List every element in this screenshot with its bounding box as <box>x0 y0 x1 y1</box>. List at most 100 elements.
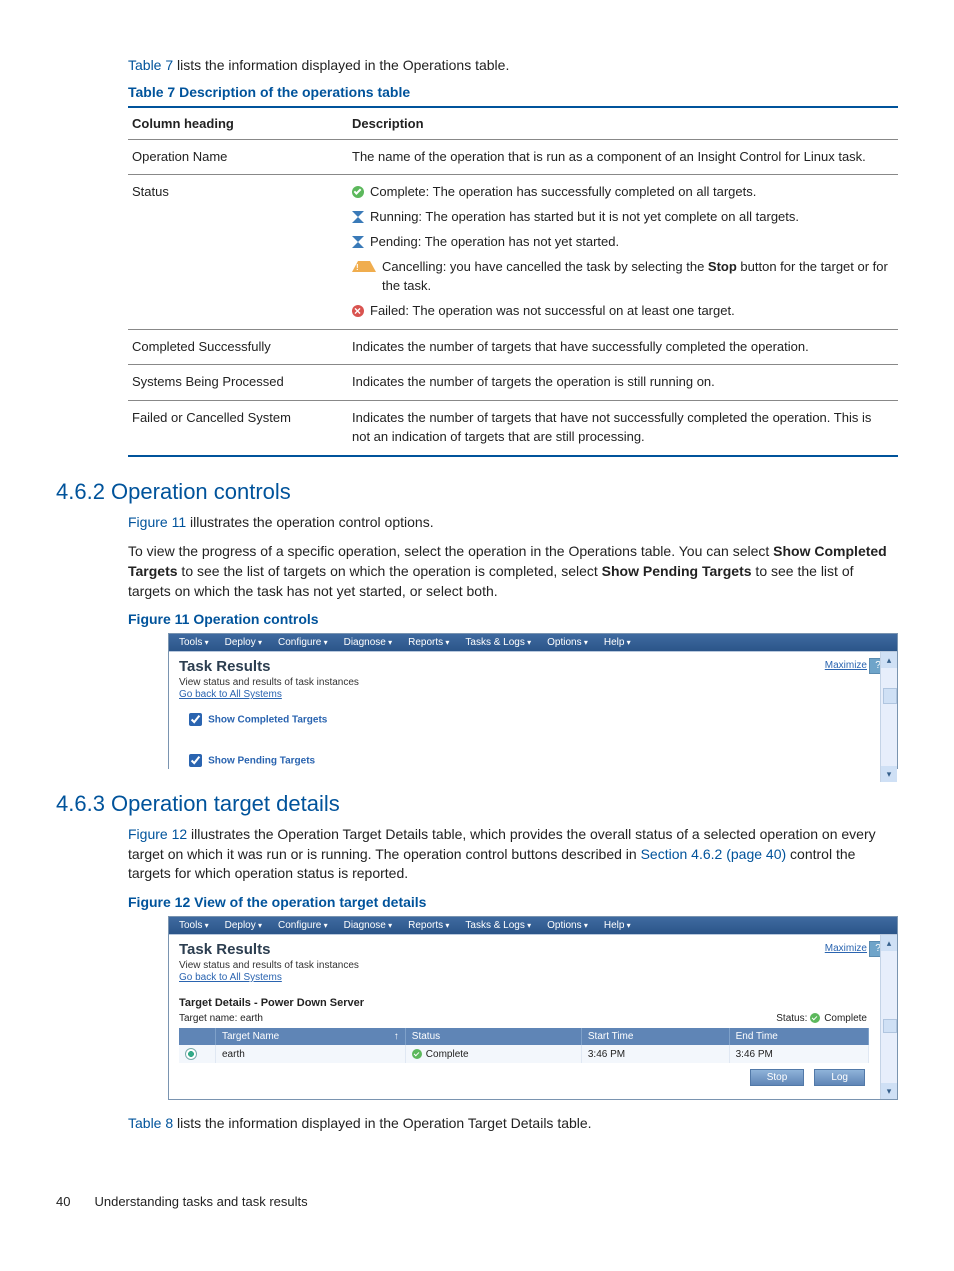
figure11-ref-link[interactable]: Figure 11 <box>128 514 186 530</box>
figure12-caption: Figure 12 View of the operation target d… <box>128 894 898 910</box>
menu-options[interactable]: Options <box>547 920 588 931</box>
menu-configure[interactable]: Configure <box>278 920 328 931</box>
section-463-heading: 4.6.3 Operation target details <box>56 791 898 817</box>
cell-desc: The name of the operation that is run as… <box>348 139 898 175</box>
table-row[interactable]: earth Complete 3:46 PM 3:46 PM <box>179 1045 869 1063</box>
table-row: Status Complete: The operation has succe… <box>128 175 898 329</box>
figure12-ref-link[interactable]: Figure 12 <box>128 826 187 842</box>
task-results-title: Task Results <box>179 941 887 958</box>
col-status[interactable]: Status <box>405 1028 581 1045</box>
page-footer: 40 Understanding tasks and task results <box>56 1194 898 1209</box>
menu-tools[interactable]: Tools <box>179 920 209 931</box>
scroll-down-icon[interactable]: ▾ <box>881 1083 897 1099</box>
menu-diagnose[interactable]: Diagnose <box>344 637 393 648</box>
table7-ref-link[interactable]: Table 7 <box>128 57 173 73</box>
intro-paragraph: Table 7 lists the information displayed … <box>56 56 898 76</box>
scroll-up-icon[interactable]: ▴ <box>881 652 897 668</box>
page-number: 40 <box>56 1194 70 1209</box>
go-back-link[interactable]: Go back to All Systems <box>179 689 282 700</box>
table-row: Systems Being Processed Indicates the nu… <box>128 365 898 401</box>
menu-diagnose[interactable]: Diagnose <box>344 920 393 931</box>
table-row: Completed Successfully Indicates the num… <box>128 329 898 365</box>
show-completed-label[interactable]: Show Completed Targets <box>208 715 327 726</box>
task-results-title: Task Results <box>179 658 887 675</box>
outro-paragraph: Table 8 lists the information displayed … <box>56 1114 898 1134</box>
menu-help[interactable]: Help <box>604 920 631 931</box>
menu-tasks-logs[interactable]: Tasks & Logs <box>465 920 531 931</box>
cell-desc: Indicates the number of targets that hav… <box>348 329 898 365</box>
menu-options[interactable]: Options <box>547 637 588 648</box>
figure11: Tools Deploy Configure Diagnose Reports … <box>168 633 898 769</box>
col-select[interactable] <box>179 1028 216 1045</box>
cell-start: 3:46 PM <box>581 1045 729 1063</box>
chapter-title: Understanding tasks and task results <box>94 1194 307 1209</box>
status-pending-text: Pending: The operation has not yet start… <box>370 233 619 252</box>
complete-icon <box>810 1013 820 1023</box>
status-complete-text: Complete: The operation has successfully… <box>370 183 756 202</box>
target-name-label: Target name: earth <box>179 1013 263 1024</box>
scrollbar[interactable]: ▴ ▾ <box>880 935 897 1099</box>
table7: Column heading Description Operation Nam… <box>128 106 898 457</box>
intro-text: lists the information displayed in the O… <box>173 57 509 73</box>
cell-status: Complete <box>405 1045 581 1063</box>
sec462-p2: To view the progress of a specific opera… <box>56 542 898 601</box>
table7-head-desc: Description <box>348 107 898 140</box>
figure11-caption: Figure 11 Operation controls <box>128 611 898 627</box>
menu-configure[interactable]: Configure <box>278 637 328 648</box>
scroll-thumb[interactable] <box>883 1019 897 1033</box>
status-summary: Status: Complete <box>776 1013 867 1024</box>
figure12-menubar: Tools Deploy Configure Diagnose Reports … <box>169 917 897 934</box>
menu-deploy[interactable]: Deploy <box>225 920 262 931</box>
scroll-thumb[interactable] <box>883 688 897 704</box>
cell-col: Status <box>128 175 348 329</box>
table8-ref-link[interactable]: Table 8 <box>128 1115 173 1131</box>
menu-reports[interactable]: Reports <box>408 920 449 931</box>
scrollbar[interactable]: ▴ ▾ <box>880 652 897 782</box>
table-row: Operation Name The name of the operation… <box>128 139 898 175</box>
table7-head-col: Column heading <box>128 107 348 140</box>
status-running-text: Running: The operation has started but i… <box>370 208 799 227</box>
menu-reports[interactable]: Reports <box>408 637 449 648</box>
show-pending-label[interactable]: Show Pending Targets <box>208 756 315 767</box>
complete-icon <box>412 1049 422 1059</box>
cancelling-icon <box>352 261 376 272</box>
stop-button[interactable]: Stop <box>750 1069 805 1086</box>
section-462-ref-link[interactable]: Section 4.6.2 (page 40) <box>641 846 787 862</box>
maximize-link[interactable]: Maximize <box>825 943 867 954</box>
target-details-heading: Target Details - Power Down Server <box>179 997 887 1009</box>
menu-tools[interactable]: Tools <box>179 637 209 648</box>
complete-icon <box>352 186 364 198</box>
failed-icon <box>352 305 364 317</box>
scroll-down-icon[interactable]: ▾ <box>881 766 897 782</box>
cell-col: Operation Name <box>128 139 348 175</box>
col-start-time[interactable]: Start Time <box>581 1028 729 1045</box>
show-completed-checkbox[interactable] <box>189 713 202 726</box>
cell-col: Systems Being Processed <box>128 365 348 401</box>
menu-tasks-logs[interactable]: Tasks & Logs <box>465 637 531 648</box>
task-results-subtitle: View status and results of task instance… <box>179 960 887 971</box>
target-details-table: Target Name ↑ Status Start Time End Time… <box>179 1028 869 1063</box>
col-target-name[interactable]: Target Name ↑ <box>216 1028 406 1045</box>
menu-help[interactable]: Help <box>604 637 631 648</box>
table7-caption: Table 7 Description of the operations ta… <box>128 84 898 100</box>
sec463-p1: Figure 12 illustrates the Operation Targ… <box>56 825 898 884</box>
maximize-link[interactable]: Maximize <box>825 660 867 671</box>
status-failed-text: Failed: The operation was not successful… <box>370 302 735 321</box>
table-row: Failed or Cancelled System Indicates the… <box>128 401 898 456</box>
show-pending-checkbox[interactable] <box>189 754 202 767</box>
col-end-time[interactable]: End Time <box>729 1028 868 1045</box>
cell-desc: Complete: The operation has successfully… <box>348 175 898 329</box>
status-cancelling-text: Cancelling: you have cancelled the task … <box>382 258 888 296</box>
task-results-subtitle: View status and results of task instance… <box>179 677 887 688</box>
go-back-link[interactable]: Go back to All Systems <box>179 972 282 983</box>
menu-deploy[interactable]: Deploy <box>225 637 262 648</box>
cell-col: Completed Successfully <box>128 329 348 365</box>
running-icon <box>352 211 364 223</box>
cell-target-name: earth <box>216 1045 406 1063</box>
section-462-heading: 4.6.2 Operation controls <box>56 479 898 505</box>
row-select-radio[interactable] <box>185 1048 197 1060</box>
sort-icon[interactable]: ↑ <box>394 1031 399 1042</box>
figure12: Tools Deploy Configure Diagnose Reports … <box>168 916 898 1100</box>
scroll-up-icon[interactable]: ▴ <box>881 935 897 951</box>
log-button[interactable]: Log <box>814 1069 865 1086</box>
